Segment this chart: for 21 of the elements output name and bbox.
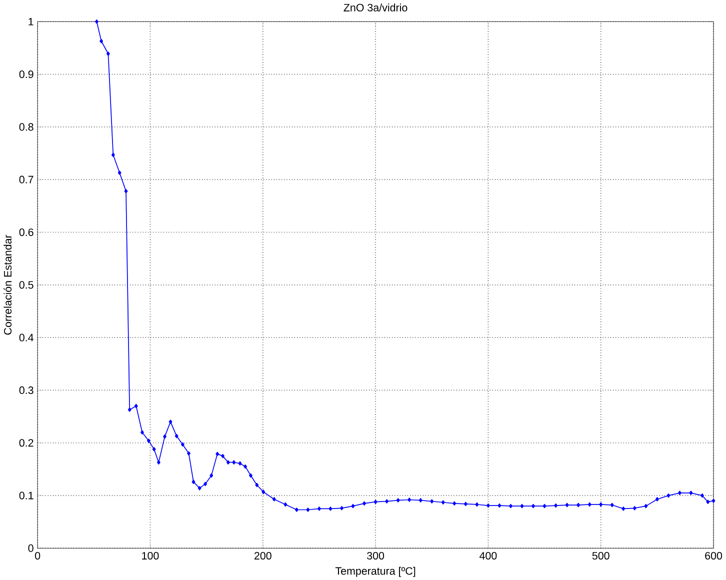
x-tick-label: 300 [367,552,384,560]
y-tick-label: 1 [28,18,34,26]
chart-title: ZnO 3a/vidrio [344,3,408,12]
y-tick-label: 0.4 [19,334,34,342]
x-tick-label: 500 [592,552,610,560]
x-tick-label: 0 [35,552,40,560]
x-tick-label: 200 [254,552,272,560]
y-tick-label: 0.7 [19,176,34,184]
y-tick-label: 0.5 [19,280,34,288]
y-axis-title: Correlación Estandar [4,234,12,334]
x-axis-title: Temperatura [ºC] [335,566,416,577]
y-tick-label: 0.3 [19,386,34,394]
y-tick-label: 0.1 [19,492,34,500]
y-tick-label: 0.6 [19,228,34,236]
y-tick-label: 0.9 [19,70,34,78]
x-tick-label: 400 [480,552,497,560]
y-tick-label: 0 [28,544,34,552]
x-tick-label: 600 [705,552,722,560]
y-tick-label: 0.8 [19,122,34,131]
y-tick-label: 0.2 [19,438,34,446]
x-tick-label: 100 [142,552,159,560]
